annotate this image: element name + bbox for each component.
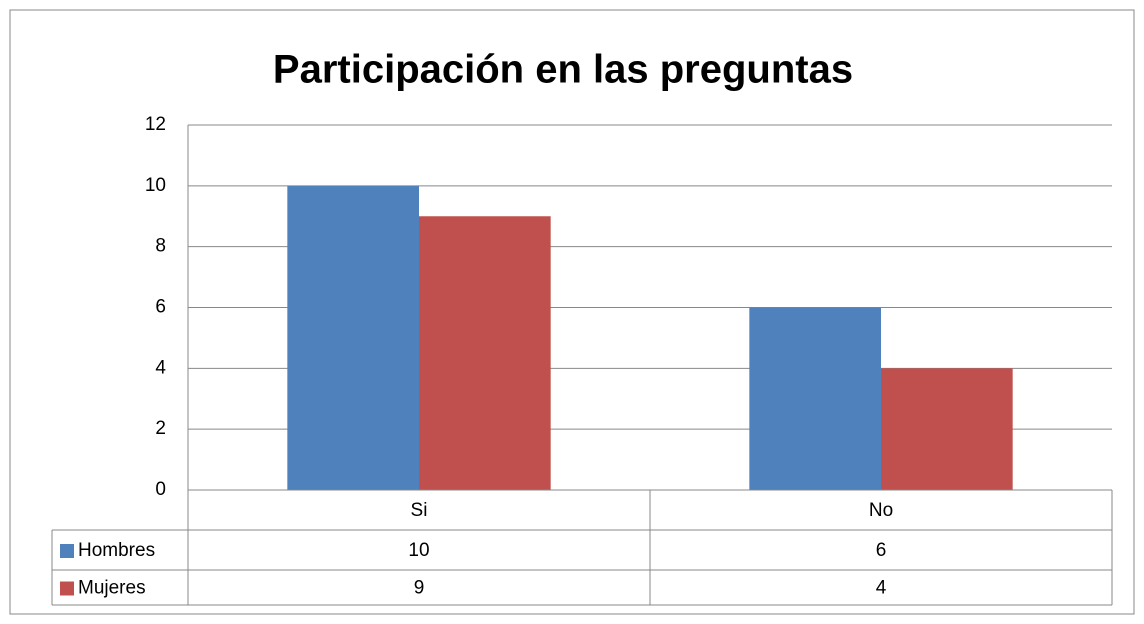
bar: [419, 216, 551, 490]
y-tick-label: 6: [155, 297, 166, 318]
table-value: 4: [876, 578, 887, 599]
y-tick-label: 12: [145, 114, 166, 135]
y-tick-label: 8: [155, 236, 166, 257]
bar: [881, 368, 1013, 490]
bar: [749, 307, 881, 490]
x-tick-label: Si: [411, 500, 428, 521]
table-value: 10: [408, 540, 429, 561]
legend-label: Mujeres: [78, 578, 146, 599]
legend-key: [60, 581, 74, 596]
y-tick-label: 0: [155, 479, 166, 500]
legend-key: [60, 544, 74, 558]
table-value: 6: [876, 540, 887, 561]
bar: [287, 185, 419, 491]
y-tick-label: 10: [145, 175, 166, 196]
y-tick-label: 2: [155, 418, 166, 439]
chart-title: Participación en las preguntas: [273, 48, 853, 92]
legend-label: Hombres: [78, 540, 155, 561]
x-tick-label: No: [869, 500, 893, 521]
y-tick-label: 4: [155, 357, 166, 378]
chart-border: [9, 9, 1135, 615]
table-value: 9: [414, 578, 425, 599]
